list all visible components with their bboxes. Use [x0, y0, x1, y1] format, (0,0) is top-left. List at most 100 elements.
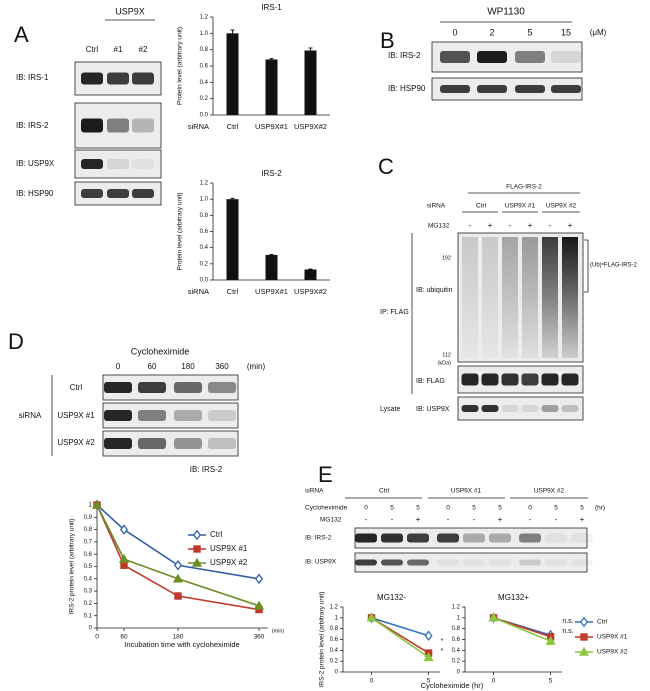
lane-label: #1 — [114, 45, 123, 54]
smear — [562, 237, 578, 358]
panel-label: E — [318, 462, 333, 487]
band — [381, 559, 403, 566]
y-tick-label: 1.2 — [200, 181, 209, 187]
band — [571, 559, 593, 566]
group-label: USP9X #2 — [534, 488, 565, 495]
blot-label: IB: HSP90 — [388, 84, 426, 93]
treatment-label: Cycloheximide — [305, 505, 348, 512]
sign-label: + — [580, 515, 585, 524]
smear — [482, 237, 498, 358]
legend-label: Ctrl — [597, 619, 608, 626]
band — [208, 382, 236, 393]
band — [437, 533, 459, 543]
dose-label: 0 — [452, 27, 457, 37]
y-tick-label: 0.8 — [330, 626, 339, 632]
y-tick-label: 0.4 — [200, 80, 209, 86]
row-label: siRNA — [19, 411, 42, 420]
time-label: 360 — [215, 362, 229, 371]
blot-label: IB: IRS-2 — [16, 121, 49, 130]
band — [107, 159, 129, 169]
blot-label: IB: IRS-1 — [16, 73, 49, 82]
y-tick-label: 0.4 — [330, 648, 339, 654]
blot-label: IB: IRS-2 — [388, 51, 421, 60]
treatment-label: Cycloheximide — [131, 346, 190, 356]
band — [551, 51, 581, 63]
x-tick-label: USP9X#2 — [294, 287, 327, 296]
y-axis-label: IRS-2 protein level (arbitrary unit) — [319, 592, 326, 688]
band — [407, 559, 429, 566]
lane-label: Ctrl — [70, 383, 83, 392]
band — [501, 405, 519, 412]
lane-label: USP9X #1 — [57, 411, 95, 420]
y-tick-label: 0.5 — [84, 564, 93, 570]
series-line — [493, 617, 551, 642]
lane-label: Ctrl — [86, 45, 99, 54]
band — [174, 382, 202, 393]
smear — [462, 237, 478, 358]
x-tick-label: 0 — [370, 678, 374, 685]
x-tick-label: 5 — [549, 678, 553, 685]
blot-label: IB: HSP90 — [16, 189, 54, 198]
band — [81, 159, 103, 169]
band — [138, 410, 166, 421]
band — [521, 405, 539, 412]
y-tick-label: 0.7 — [84, 539, 93, 545]
y-tick-label: 0.2 — [200, 261, 209, 267]
chart-title: IRS-1 — [261, 3, 282, 12]
y-axis-label: Protein level (arbitrary unit) — [177, 27, 184, 105]
blot-label: IB: IRS-2 — [305, 535, 332, 542]
marker — [174, 592, 182, 600]
band — [208, 438, 236, 449]
y-tick-label: 1.2 — [330, 605, 339, 611]
time-label: 0 — [116, 362, 121, 371]
band — [519, 559, 541, 566]
marker — [191, 557, 203, 567]
series-line — [96, 504, 260, 580]
y-tick-label: 0 — [335, 670, 339, 676]
sign-label: + — [498, 515, 503, 524]
band — [545, 559, 567, 566]
band — [440, 85, 470, 93]
y-tick-label: 0.8 — [452, 626, 461, 632]
band — [521, 373, 539, 386]
time-label: 5 — [416, 505, 420, 512]
y-tick-label: 1.2 — [200, 15, 209, 21]
band — [515, 85, 545, 93]
marker — [118, 553, 130, 563]
blot-label: IB: IRS-2 — [190, 465, 223, 474]
y-tick-label: 0.1 — [84, 613, 93, 619]
band — [489, 559, 511, 566]
sign-label: - — [549, 221, 552, 230]
time-label: 0 — [446, 505, 450, 512]
marker — [173, 559, 183, 571]
marker — [366, 612, 377, 622]
marker — [91, 499, 103, 509]
sign-label: - — [529, 515, 532, 524]
unit-label: (hr) — [595, 505, 605, 512]
sign-label: - — [391, 515, 394, 524]
band — [541, 373, 559, 386]
marker — [172, 573, 184, 583]
smear — [502, 237, 518, 358]
band — [515, 51, 545, 63]
sign-label: + — [528, 221, 533, 230]
band — [355, 559, 377, 566]
bar — [304, 269, 317, 280]
legend-label: USP9X #2 — [597, 649, 628, 656]
blot-label: IB: ubiquitin — [416, 287, 453, 294]
panel-label: D — [8, 329, 24, 354]
band — [81, 118, 103, 133]
time-label: 5 — [498, 505, 502, 512]
y-tick-label: 0.0 — [200, 278, 209, 284]
band — [208, 410, 236, 421]
blot-label: IB: USP9X — [16, 159, 55, 168]
band — [107, 189, 129, 198]
band — [481, 405, 499, 412]
y-tick-label: 0.2 — [330, 659, 339, 665]
band — [381, 533, 403, 543]
series-line — [371, 617, 429, 637]
x-tick-label: USP9X#1 — [255, 122, 288, 131]
band — [132, 189, 154, 198]
annotation: n.s. — [562, 618, 573, 625]
band — [551, 85, 581, 93]
